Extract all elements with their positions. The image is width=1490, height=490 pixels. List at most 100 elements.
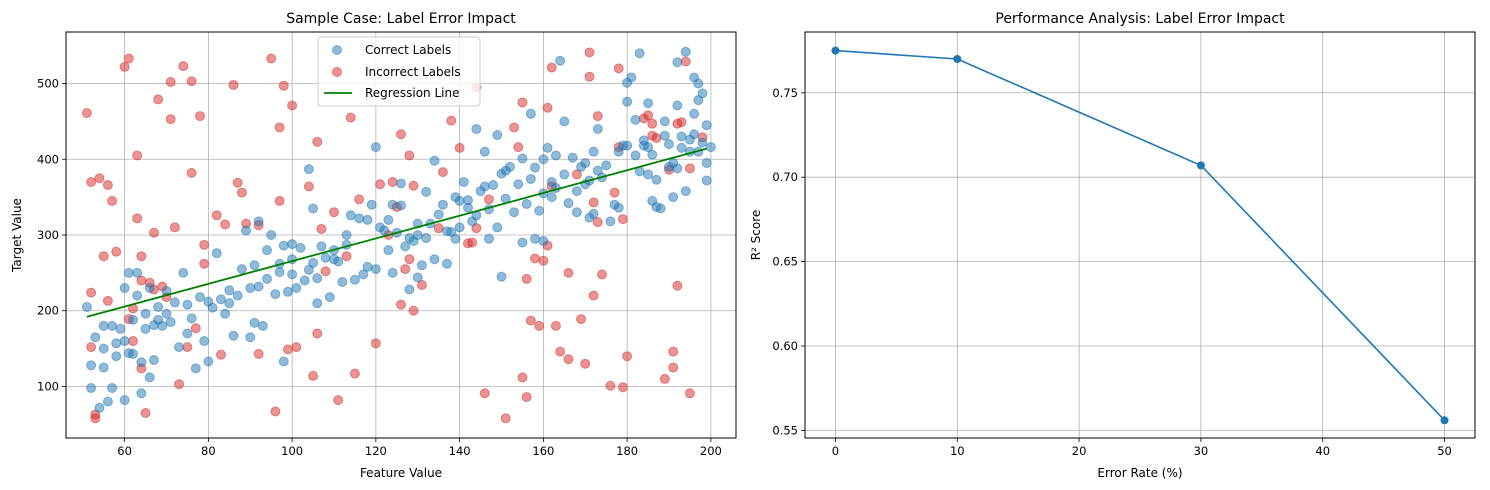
correct-label-point xyxy=(563,198,574,209)
correct-label-point xyxy=(437,199,448,210)
incorrect-label-point xyxy=(140,408,151,419)
correct-label-point xyxy=(86,360,97,371)
correct-label-point xyxy=(664,139,674,150)
correct-label-point xyxy=(454,222,465,233)
incorrect-label-point xyxy=(375,179,386,190)
correct-label-point xyxy=(266,230,277,240)
correct-label-point xyxy=(651,174,662,185)
correct-label-point xyxy=(186,313,197,324)
incorrect-label-point xyxy=(341,251,352,262)
incorrect-label-point xyxy=(576,314,587,325)
correct-label-point xyxy=(655,203,666,214)
incorrect-label-point xyxy=(396,129,406,140)
correct-label-point xyxy=(450,233,461,244)
incorrect-label-point xyxy=(580,358,591,369)
correct-label-point xyxy=(236,264,247,275)
y-tick-label: 0.60 xyxy=(772,339,798,353)
correct-label-point xyxy=(442,258,453,269)
correct-label-point xyxy=(249,260,260,271)
correct-label-point xyxy=(479,146,490,157)
incorrect-label-point xyxy=(211,210,222,221)
correct-label-point xyxy=(144,372,155,383)
correct-label-point xyxy=(312,298,323,309)
correct-label-point xyxy=(362,214,373,225)
incorrect-label-point xyxy=(534,320,545,331)
y-tick-label: 100 xyxy=(37,379,59,393)
incorrect-label-point xyxy=(345,112,356,123)
correct-label-point xyxy=(458,176,469,187)
x-tick-label: 30 xyxy=(1194,444,1209,458)
incorrect-label-point xyxy=(182,342,193,353)
correct-label-point xyxy=(366,199,377,210)
correct-label-point xyxy=(559,116,570,127)
incorrect-label-point xyxy=(588,197,599,208)
correct-label-point xyxy=(341,230,352,240)
x-tick-label: 20 xyxy=(1072,444,1087,458)
correct-label-point xyxy=(119,395,130,406)
incorrect-label-point xyxy=(605,380,616,391)
line-panel: 0 10 20 30 40 50 0.55 0.60 0.65 0.70 0.75 Performa… xyxy=(749,11,1476,480)
correct-label-point xyxy=(178,267,189,278)
legend-regression-label: Regression Line xyxy=(365,86,459,100)
incorrect-label-point xyxy=(517,97,528,108)
x-tick-label: 10 xyxy=(950,444,965,458)
correct-label-point xyxy=(504,161,515,172)
y-tick-label: 0.55 xyxy=(772,423,798,437)
correct-label-point xyxy=(483,233,494,244)
correct-label-point xyxy=(253,216,264,227)
incorrect-label-point xyxy=(668,362,679,373)
incorrect-label-point xyxy=(396,299,406,310)
correct-label-point xyxy=(249,317,260,328)
correct-label-point xyxy=(588,146,599,157)
x-tick-label: 100 xyxy=(281,444,303,458)
incorrect-label-point xyxy=(538,255,549,266)
correct-label-point xyxy=(412,230,423,240)
line-ticks: 0 10 20 30 40 50 0.55 0.60 0.65 0.70 0.75 xyxy=(772,86,1451,458)
y-tick-label: 500 xyxy=(37,77,59,91)
r2-point xyxy=(1440,416,1449,425)
incorrect-label-point xyxy=(408,305,419,316)
correct-label-point xyxy=(182,299,193,310)
correct-label-point xyxy=(538,154,549,165)
correct-label-point xyxy=(571,186,582,197)
incorrect-label-point xyxy=(316,223,327,234)
incorrect-label-point xyxy=(169,222,180,233)
incorrect-label-point xyxy=(178,61,189,72)
incorrect-label-point xyxy=(446,115,457,126)
incorrect-label-point xyxy=(274,195,285,206)
correct-label-point xyxy=(680,46,691,57)
incorrect-label-point xyxy=(329,207,339,218)
x-tick-label: 40 xyxy=(1315,444,1330,458)
incorrect-label-point xyxy=(563,354,574,365)
correct-label-point xyxy=(421,233,432,244)
correct-label-point xyxy=(454,195,465,206)
correct-label-point xyxy=(358,269,369,280)
incorrect-label-point xyxy=(278,80,289,91)
correct-label-point xyxy=(387,199,398,210)
correct-label-point xyxy=(257,320,268,331)
correct-label-point xyxy=(396,178,406,189)
x-tick-label: 160 xyxy=(532,444,554,458)
correct-label-point xyxy=(111,351,122,362)
correct-label-point xyxy=(689,108,700,119)
incorrect-label-point xyxy=(467,237,478,248)
correct-label-point xyxy=(697,137,708,148)
correct-label-point xyxy=(379,225,390,236)
correct-label-point xyxy=(111,338,122,349)
correct-label-point xyxy=(567,152,578,163)
incorrect-label-point xyxy=(643,110,654,121)
correct-label-point xyxy=(119,336,130,347)
incorrect-label-point xyxy=(165,114,176,125)
correct-label-point xyxy=(672,100,683,111)
incorrect-label-point xyxy=(571,169,582,180)
incorrect-label-point xyxy=(659,373,670,384)
correct-label-point xyxy=(659,130,670,141)
correct-label-point xyxy=(282,286,293,297)
correct-label-point xyxy=(128,348,138,359)
incorrect-label-point xyxy=(186,76,197,87)
correct-label-point xyxy=(241,225,252,236)
correct-label-point xyxy=(383,214,394,225)
incorrect-label-point xyxy=(132,213,143,224)
incorrect-label-point xyxy=(266,53,277,64)
correct-label-point xyxy=(278,356,289,367)
